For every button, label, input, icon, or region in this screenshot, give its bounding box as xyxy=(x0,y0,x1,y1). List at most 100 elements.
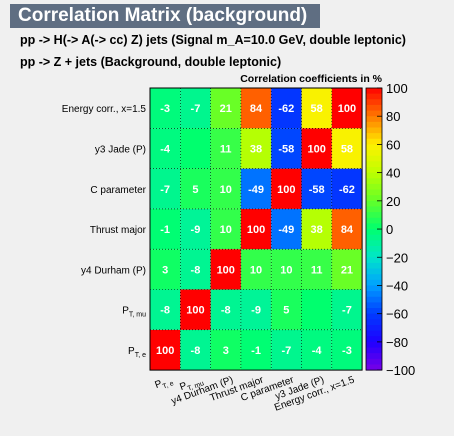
colorbar-segment-9 xyxy=(366,138,382,145)
heatmap-cell-3-2 xyxy=(210,208,241,250)
colorbar-segment-34 xyxy=(366,279,382,286)
cell-value-6-2: 21 xyxy=(220,103,232,115)
heatmap-cell-0-4 xyxy=(271,329,302,371)
heatmap-cell-1-1 xyxy=(180,289,211,330)
colorbar-segment-46 xyxy=(366,347,382,354)
colorbar-segment-44 xyxy=(366,336,382,343)
cell-value-1-3: -9 xyxy=(251,305,261,317)
colorbar-segment-38 xyxy=(366,302,382,309)
cell-value-6-4: -62 xyxy=(278,103,294,115)
heatmap-cell-1-3 xyxy=(240,289,272,330)
process-line-background: pp -> Z + jets (Background, double lepto… xyxy=(20,55,282,69)
cell-value-0-1: -8 xyxy=(191,345,201,357)
colorbar-segment-14 xyxy=(366,166,382,174)
heatmap-cell-5-4 xyxy=(271,128,302,169)
y-tick-label-0: PT, e xyxy=(128,346,146,359)
colorbar-segment-30 xyxy=(366,257,382,264)
heatmap-cell-6-3 xyxy=(240,88,272,129)
cell-value-4-1: 5 xyxy=(192,184,198,196)
heatmap-cell-5-5 xyxy=(301,128,332,169)
colorbar-segment-32 xyxy=(366,268,382,275)
colorbar-segment-19 xyxy=(366,195,382,202)
colorbar-segment-45 xyxy=(366,341,382,349)
heatmap-cell-2-5 xyxy=(301,249,332,290)
colorbar-segment-3 xyxy=(366,104,382,112)
heatmap-cell-5-0 xyxy=(150,128,181,169)
cell-value-5-2: 11 xyxy=(220,143,232,155)
colorbar-segment-40 xyxy=(366,313,382,320)
heatmap-cell-3-4 xyxy=(271,208,302,250)
colorbar-segment-28 xyxy=(366,245,382,253)
cell-value-3-5: 38 xyxy=(311,224,323,236)
cell-value-2-3: 10 xyxy=(250,264,262,276)
colorbar-segment-42 xyxy=(366,324,382,332)
y-tick-label-5: y3 Jade (P) xyxy=(95,144,146,155)
heatmap-cell-0-6 xyxy=(331,329,363,371)
y-tick-label-4: C parameter xyxy=(90,185,146,196)
colorbar-segment-15 xyxy=(366,172,382,179)
colorbar-segment-23 xyxy=(366,217,382,224)
cell-value-4-6: -62 xyxy=(339,184,355,196)
colorbar-segment-10 xyxy=(366,144,382,151)
heatmap-cell-0-3 xyxy=(240,329,272,371)
colorbar-segment-12 xyxy=(366,155,382,162)
cell-value-2-4: 10 xyxy=(280,264,292,276)
colorbar-segment-13 xyxy=(366,161,382,168)
cell-value-4-4: 100 xyxy=(277,184,295,196)
heatmap-cell-2-0 xyxy=(150,249,181,290)
colorbar-tick-label-0: 100 xyxy=(386,81,408,96)
cell-value-1-0: -8 xyxy=(160,305,170,317)
y-tick-label-1: PT, mu xyxy=(122,306,146,319)
cell-value-4-0: -7 xyxy=(160,184,170,196)
heatmap-cell-1-6 xyxy=(331,289,363,330)
cell-value-4-3: -49 xyxy=(248,184,264,196)
heatmap-cell-6-2 xyxy=(210,88,241,129)
heatmap-cell-4-3 xyxy=(240,168,272,209)
colorbar-segment-1 xyxy=(366,93,382,100)
cell-value-1-6: -7 xyxy=(342,305,352,317)
heatmap-cell-6-0 xyxy=(150,88,181,129)
heatmap-cell-4-0 xyxy=(150,168,181,209)
colorbar-segment-25 xyxy=(366,229,382,236)
colorbar-segment-49 xyxy=(366,364,382,371)
cell-value-5-5: 100 xyxy=(307,143,325,155)
colorbar-segment-27 xyxy=(366,240,382,247)
heatmap-cell-0-0 xyxy=(150,329,181,371)
heatmap-cell-5-3 xyxy=(240,128,272,169)
cell-value-2-5: 11 xyxy=(311,264,323,276)
colorbar-segment-39 xyxy=(366,308,382,315)
colorbar-tick-label-2: 60 xyxy=(386,137,400,152)
heatmap-title: Correlation coefficients in % xyxy=(240,73,382,85)
heatmap-cell-4-2 xyxy=(210,168,241,209)
cell-value-1-1: 100 xyxy=(186,305,204,317)
colorbar-segment-26 xyxy=(366,234,382,241)
heatmap-cell-2-3 xyxy=(240,249,272,290)
chart-title-box: Correlation Matrix (background) xyxy=(10,4,320,28)
heatmap-cell-2-6 xyxy=(331,249,363,290)
colorbar-tick-label-3: 40 xyxy=(386,166,400,181)
colorbar-segment-33 xyxy=(366,274,382,281)
cell-value-0-2: 3 xyxy=(223,345,229,357)
cell-value-6-3: 84 xyxy=(250,103,263,115)
colorbar-segment-37 xyxy=(366,296,382,303)
cell-value-5-0: -4 xyxy=(160,143,171,155)
cell-value-0-3: -1 xyxy=(251,345,261,357)
heatmap-cell-1-4 xyxy=(271,289,302,330)
colorbar-segment-16 xyxy=(366,178,382,185)
heatmap-cell-2-2 xyxy=(210,249,241,290)
colorbar-tick-label-10: −100 xyxy=(386,363,415,378)
plot-frame xyxy=(149,87,363,371)
heatmap-cell-6-1 xyxy=(180,88,211,129)
cell-value-6-5: 58 xyxy=(311,103,323,115)
cell-value-3-4: -49 xyxy=(278,224,294,236)
cell-value-2-0: 3 xyxy=(162,264,168,276)
heatmap-cell-3-5 xyxy=(301,208,332,250)
cell-value-0-0: 100 xyxy=(156,345,174,357)
cell-value-4-2: 10 xyxy=(220,184,232,196)
cell-value-0-4: -7 xyxy=(281,345,291,357)
colorbar-segment-21 xyxy=(366,206,382,213)
colorbar-segment-24 xyxy=(366,223,382,230)
cell-value-6-6: 100 xyxy=(338,103,356,115)
colorbar-segment-6 xyxy=(366,121,382,128)
